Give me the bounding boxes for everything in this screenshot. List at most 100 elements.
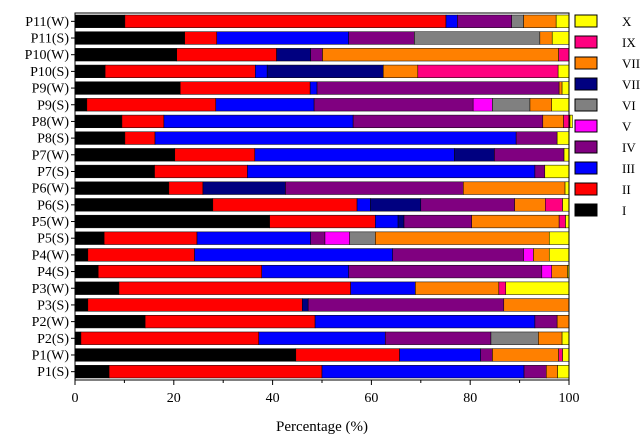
bar-segment: [538, 331, 563, 345]
bar-segment: [534, 164, 546, 179]
y-tick-label: P10(S): [30, 65, 69, 80]
bar-segment: [403, 214, 472, 229]
bar-segment: [124, 131, 156, 145]
legend-label: IX: [622, 35, 636, 50]
bar-segment: [154, 164, 248, 179]
bar-segment: [515, 131, 558, 145]
bar-segment: [415, 281, 500, 295]
bar-segment: [352, 114, 544, 129]
bar-segment: [80, 331, 260, 345]
bar-segment: [542, 114, 564, 129]
bar-segment: [310, 231, 326, 245]
bar-segment: [74, 264, 99, 279]
bar-segment: [454, 148, 495, 162]
legend-label: I: [622, 203, 626, 218]
bar-segment: [348, 31, 415, 45]
bar-segment: [74, 98, 88, 112]
bar-segment: [301, 298, 309, 312]
bar-segment: [539, 31, 553, 45]
bar-segment: [322, 48, 559, 62]
bar-segment: [254, 148, 455, 162]
bar-segment: [121, 114, 165, 129]
bar-segment: [463, 181, 566, 195]
bar-segment: [562, 198, 570, 212]
bar-segment: [490, 331, 539, 345]
bar-segment: [397, 214, 405, 229]
bar-segment: [74, 148, 176, 162]
legend-label: III: [622, 161, 635, 176]
bar-segment: [533, 248, 550, 262]
bar-segment: [350, 281, 416, 295]
bar-segment: [399, 348, 481, 362]
bar-segment: [179, 81, 311, 95]
y-tick-label: P3(S): [37, 298, 69, 313]
bar-segment: [558, 214, 566, 229]
bar-segment: [321, 365, 525, 379]
bar-segment: [472, 98, 493, 112]
y-tick-label: P11(S): [31, 32, 70, 47]
bar-segment: [216, 31, 349, 45]
y-tick-label: P1(W): [32, 348, 70, 363]
bar-segment: [523, 365, 547, 379]
y-tick-label: P1(S): [37, 365, 69, 380]
bar-segment: [564, 181, 570, 195]
bar-segment: [492, 348, 559, 362]
bar-segment: [569, 114, 573, 129]
bar-segment: [74, 131, 126, 145]
bar-segment: [124, 14, 447, 28]
y-tick-label: P2(W): [32, 315, 70, 330]
bar-segment: [556, 131, 570, 145]
bar-segment: [74, 298, 89, 312]
bar-segment: [503, 298, 570, 312]
y-tick-label: P8(W): [32, 115, 70, 130]
legend-label: VII: [622, 77, 640, 92]
bar-segment: [420, 198, 515, 212]
bar-segment: [74, 248, 89, 262]
bar-segment: [168, 181, 204, 195]
legend-label: X: [622, 14, 632, 29]
bar-segment: [514, 198, 546, 212]
bar-segment: [557, 365, 570, 379]
bar-segment: [154, 131, 517, 145]
y-tick-label: P11(W): [25, 15, 69, 30]
y-tick-label: P6(W): [32, 182, 70, 197]
x-axis-title: Percentage (%): [276, 419, 368, 435]
y-tick-label: P9(W): [32, 82, 70, 97]
legend-label: VI: [622, 98, 636, 113]
y-tick-label: P5(W): [32, 215, 70, 230]
bar-segment: [310, 48, 323, 62]
bar-segment: [74, 81, 181, 95]
bar-segment: [546, 365, 558, 379]
bar-segment: [74, 114, 123, 129]
bar-segment: [313, 98, 474, 112]
bar-segment: [375, 231, 550, 245]
x-tick-label: 100: [559, 391, 580, 406]
bar-segment: [548, 231, 570, 245]
bar-segment: [383, 64, 419, 78]
bar-segment: [118, 281, 351, 295]
bar-segment: [316, 81, 560, 95]
bar-segment: [558, 81, 563, 95]
bar-segment: [184, 31, 218, 45]
legend: XIXVIIIVIIVIVIVIIIIII: [574, 14, 640, 218]
bar-segment: [74, 331, 82, 345]
bar-segment: [545, 198, 563, 212]
y-tick-label: P7(W): [32, 148, 70, 163]
bar-segment: [276, 48, 311, 62]
bar-segment: [534, 315, 558, 329]
y-tick-label: P10(W): [25, 48, 70, 63]
bar-segment: [541, 264, 552, 279]
bar-segment: [261, 264, 349, 279]
bar-segment: [307, 298, 505, 312]
y-tick-label: P5(S): [37, 232, 69, 247]
bar-segment: [505, 281, 570, 295]
legend-swatch: [574, 182, 598, 196]
bar-segment: [494, 148, 565, 162]
bar-segment: [87, 298, 303, 312]
bar-segment: [348, 264, 543, 279]
bar-segment: [492, 98, 531, 112]
y-tick-label: P7(S): [37, 165, 69, 180]
legend-swatch: [574, 98, 598, 112]
bar-segment: [511, 14, 524, 28]
